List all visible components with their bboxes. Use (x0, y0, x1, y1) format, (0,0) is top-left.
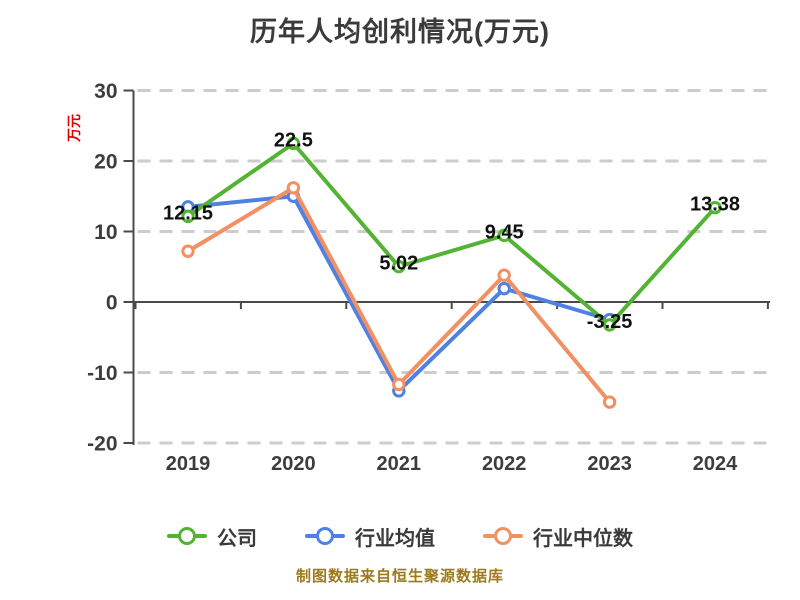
data-label: 22.5 (274, 129, 313, 151)
legend-label-industry-median: 行业中位数 (533, 527, 633, 550)
company-series-marker-icon (167, 526, 207, 546)
data-point[interactable] (497, 281, 511, 296)
data-source-note: 制图数据来自恒生聚源数据库 (295, 568, 504, 585)
series-line (186, 141, 717, 327)
data-label: 5.02 (379, 253, 418, 275)
y-tick-label: -10 (87, 362, 117, 385)
y-tick-label: 10 (94, 221, 117, 244)
series-行业均值 (181, 189, 617, 398)
data-label: 13.38 (690, 194, 740, 216)
data-point[interactable] (392, 259, 406, 274)
legend-label-company: 公司 (217, 527, 257, 550)
industry-mean-series-marker-icon (305, 526, 345, 546)
y-tick-label: 0 (106, 292, 118, 315)
legend-item-industry-mean[interactable]: 行业均值 (305, 522, 435, 551)
data-point[interactable] (497, 268, 511, 282)
series-line (186, 185, 612, 405)
y-tick-label: 30 (94, 80, 117, 103)
axis-labels: 30 20 10 0 -10 -20 2019 2020 2021 2022 2023 2024 (87, 80, 738, 475)
data-point[interactable] (392, 377, 406, 392)
series-行业中位数 (181, 181, 617, 409)
x-tick-label: 2022 (482, 453, 527, 475)
data-point[interactable] (286, 136, 301, 151)
legend-label-industry-mean: 行业均值 (355, 527, 435, 550)
y-tick-label: -20 (87, 433, 117, 456)
axes (123, 89, 770, 445)
x-tick-label: 2021 (377, 453, 422, 475)
legend-item-industry-median[interactable]: 行业中位数 (483, 522, 633, 551)
data-label: -3.25 (587, 311, 633, 333)
chart-title: 历年人均创利情况(万元) (250, 17, 550, 47)
data-point[interactable] (602, 318, 617, 332)
legend-item-company[interactable]: 公司 (167, 522, 257, 551)
data-label: 9.45 (485, 221, 524, 243)
x-tick-label: 2019 (166, 453, 211, 475)
industry-median-series-marker-icon (483, 526, 523, 546)
data-point[interactable] (497, 228, 511, 243)
y-tick-label: 20 (94, 151, 117, 174)
data-point[interactable] (602, 395, 617, 409)
data-labels: 12.15 22.5 5.02 9.45 -3.25 13.38 (163, 129, 740, 333)
data-point[interactable] (708, 200, 722, 215)
x-tick-label: 2023 (587, 453, 632, 475)
series-line (186, 194, 612, 393)
data-label: 12.15 (163, 202, 213, 224)
series-公司 (181, 136, 722, 332)
data-point[interactable] (286, 181, 301, 195)
legend: 公司 行业均值 行业中位数 (0, 518, 800, 554)
data-point[interactable] (181, 209, 195, 224)
data-point[interactable] (181, 244, 195, 258)
gridlines (137, 89, 770, 445)
x-tick-label: 2020 (271, 453, 316, 475)
x-tick-label: 2024 (693, 453, 738, 475)
